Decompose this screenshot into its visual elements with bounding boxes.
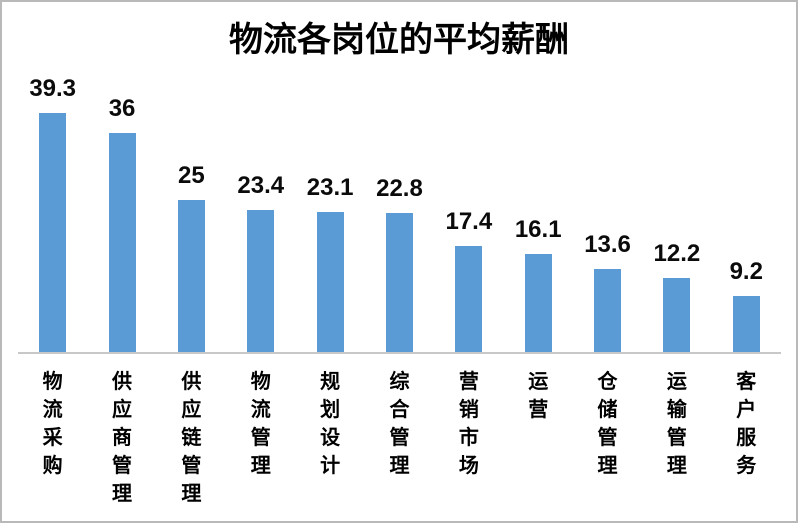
- value-label: 23.1: [306, 174, 354, 201]
- category-label: 营销市场: [458, 371, 479, 477]
- category-label: 仓储管理: [597, 371, 618, 477]
- category-label-cell: 客户服务: [712, 368, 781, 508]
- bar-column: 22.8: [365, 176, 434, 352]
- value-label: 16.1: [514, 216, 562, 243]
- x-axis-line: [18, 352, 781, 354]
- category-axis: 物流采购 供应商管理 供应链管理 物流管理 规划设计 综合管理 营销市场 运营 仓储管理 运输管理…: [18, 368, 781, 508]
- bar-column: 36: [87, 96, 156, 352]
- category-label: 供应链管理: [181, 371, 202, 505]
- value-label: 17.4: [445, 208, 493, 235]
- bar: [455, 246, 483, 352]
- value-label: 23.4: [237, 172, 285, 199]
- value-label: 22.8: [376, 175, 423, 202]
- bar: [385, 213, 413, 352]
- bar: [732, 296, 760, 352]
- category-label: 物流管理: [250, 371, 271, 477]
- category-label-cell: 物流管理: [226, 368, 295, 508]
- value-label: 36: [108, 95, 136, 122]
- category-label: 客户服务: [736, 371, 757, 477]
- value-label: 12.2: [653, 240, 701, 267]
- category-label: 综合管理: [389, 371, 410, 477]
- bar-column: 17.4: [434, 209, 503, 352]
- category-label: 物流采购: [42, 371, 63, 477]
- bar-column: 12.2: [642, 241, 711, 352]
- bar-column: 23.4: [226, 173, 295, 352]
- category-label-cell: 规划设计: [295, 368, 364, 508]
- value-label: 25: [178, 162, 205, 189]
- bar-column: 39.3: [18, 76, 87, 352]
- bar-column: 13.6: [573, 232, 642, 352]
- bar-column: 23.1: [295, 175, 364, 352]
- category-label-cell: 仓储管理: [573, 368, 642, 508]
- category-label: 供应商管理: [112, 371, 133, 505]
- bar: [177, 200, 205, 352]
- category-label: 运输管理: [666, 371, 687, 477]
- category-label-cell: 供应链管理: [157, 368, 226, 508]
- category-label-cell: 运营: [504, 368, 573, 508]
- chart-title: 物流各岗位的平均薪酬: [229, 21, 569, 59]
- category-label-cell: 运输管理: [642, 368, 711, 508]
- bar: [247, 210, 275, 352]
- bar: [108, 133, 136, 352]
- category-label-cell: 综合管理: [365, 368, 434, 508]
- bar: [316, 212, 344, 352]
- value-label: 9.2: [729, 258, 763, 285]
- bar: [594, 269, 622, 352]
- bar-column: 16.1: [504, 217, 573, 352]
- bar: [524, 254, 552, 352]
- bar-column: 9.2: [712, 259, 781, 352]
- category-label: 运营: [528, 371, 549, 421]
- bar: [39, 113, 67, 352]
- value-label: 13.6: [584, 231, 631, 258]
- category-label-cell: 物流采购: [18, 368, 87, 508]
- category-label: 规划设计: [320, 371, 341, 477]
- bar-column: 25: [157, 163, 226, 352]
- category-label-cell: 营销市场: [434, 368, 503, 508]
- category-label-cell: 供应商管理: [87, 368, 156, 508]
- value-label: 39.3: [29, 75, 77, 102]
- plot-area: 39.3 36 25 23.4 23.1 22.8 17.4 16.1 13.6 12.2 9.2: [18, 2, 781, 352]
- bar: [663, 278, 691, 352]
